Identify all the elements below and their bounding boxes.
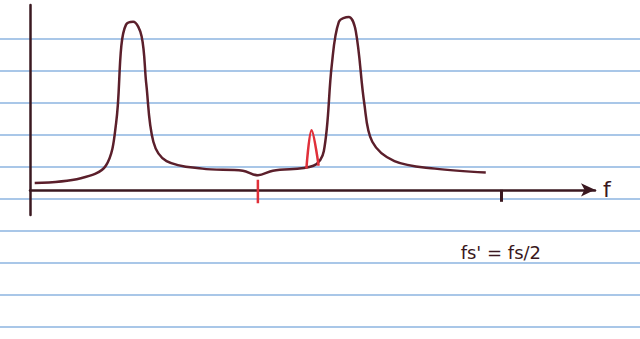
svg-text:f: f (603, 177, 612, 202)
svg-text:fs' = fs/2: fs' = fs/2 (461, 242, 541, 263)
